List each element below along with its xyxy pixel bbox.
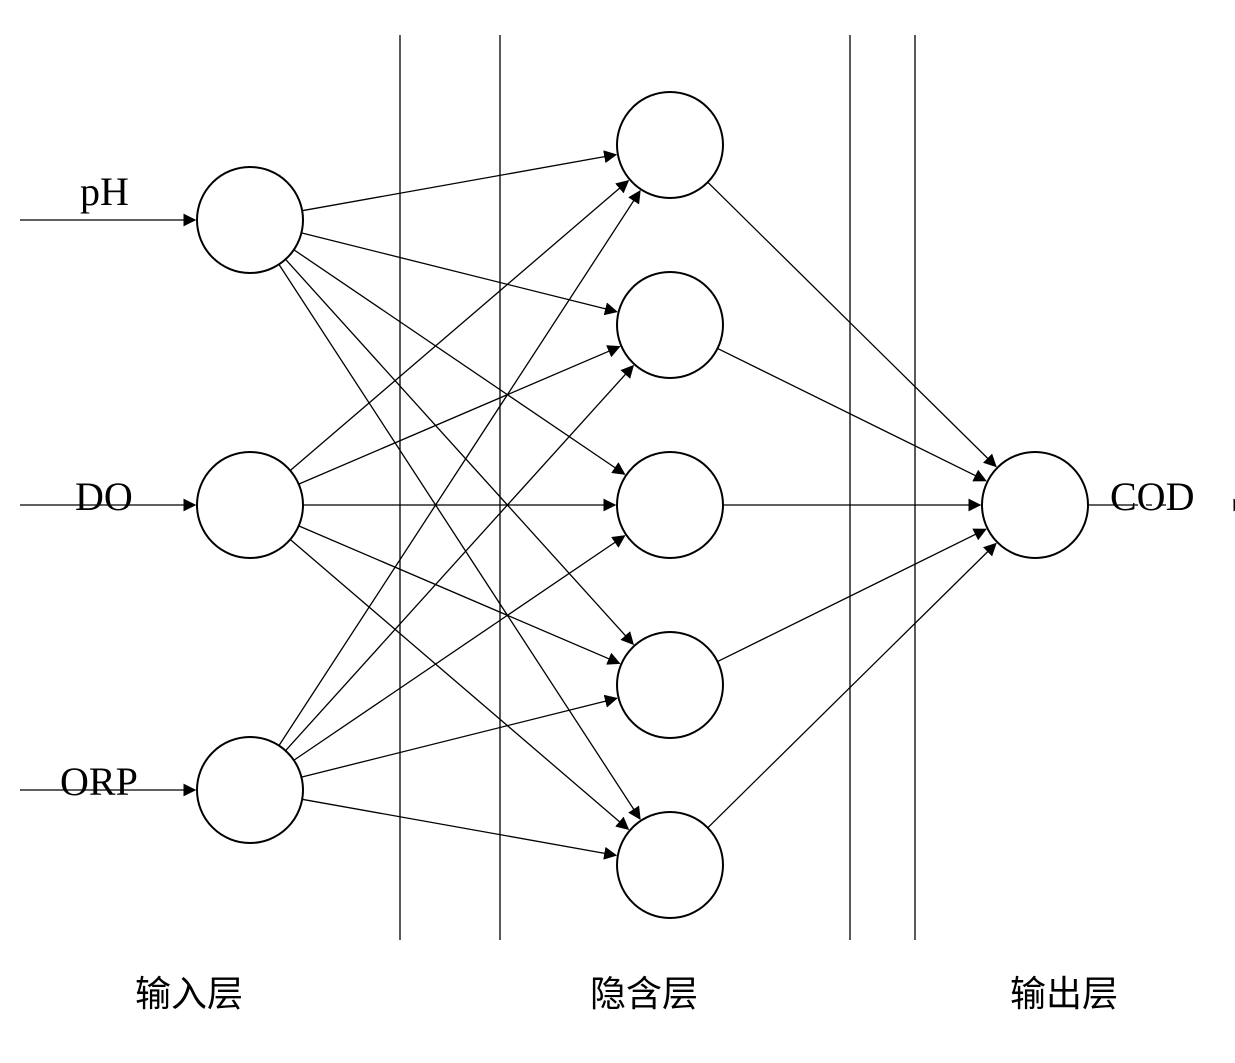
layer-label: 隐含层 xyxy=(590,974,698,1014)
hidden-node xyxy=(617,632,723,738)
input-label: ORP xyxy=(60,759,138,804)
edge-input-hidden xyxy=(299,347,620,484)
edge-hidden-output xyxy=(708,182,996,466)
network-svg: pH DO ORP COD 输入层 隐含层 输出层 xyxy=(20,20,1235,1043)
edge-input-hidden xyxy=(286,366,634,751)
edge-input-hidden xyxy=(301,698,616,777)
hidden-node xyxy=(617,272,723,378)
edge-input-hidden xyxy=(286,259,634,644)
edge-hidden-output xyxy=(718,348,986,480)
edge-input-hidden xyxy=(279,191,640,745)
edge-input-hidden xyxy=(299,526,620,663)
input-node xyxy=(197,452,303,558)
layer-label: 输入层 xyxy=(135,974,243,1014)
input-node xyxy=(197,737,303,843)
hidden-node xyxy=(617,452,723,558)
edge-input-hidden xyxy=(294,250,625,474)
edge-input-hidden xyxy=(302,155,616,211)
neural-network-diagram: pH DO ORP COD 输入层 隐含层 输出层 xyxy=(20,20,1235,1043)
edge-hidden-output xyxy=(708,544,996,828)
edge-input-hidden xyxy=(302,799,616,855)
output-node xyxy=(982,452,1088,558)
input-label: DO xyxy=(75,474,133,519)
edge-input-hidden xyxy=(279,264,640,818)
output-label: COD xyxy=(1110,474,1194,519)
input-label: pH xyxy=(80,169,129,214)
edge-input-hidden xyxy=(294,536,625,760)
hidden-node xyxy=(617,812,723,918)
hidden-node xyxy=(617,92,723,198)
layer-label: 输出层 xyxy=(1010,974,1118,1014)
input-node xyxy=(197,167,303,273)
edge-hidden-output xyxy=(718,529,986,661)
